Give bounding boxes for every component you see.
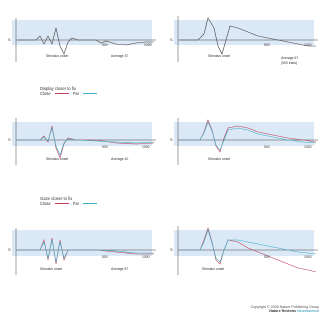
erp-trace [180, 17, 316, 55]
y-label: S [170, 137, 173, 142]
far-trace [18, 239, 154, 263]
erp-trace [18, 27, 154, 55]
close-swatch [54, 203, 69, 204]
close-trace [18, 125, 155, 159]
plot-band [12, 20, 152, 45]
erp-plot-f: S Stimulus onset 500 1000 [170, 226, 318, 275]
stimulus-onset-label: Stimulus onset [46, 157, 68, 161]
tick-1000: 1000 [304, 255, 312, 259]
y-label: S [8, 37, 11, 42]
erp-plot-c: S Stimulus onset Average 40 500 1000 [8, 118, 156, 165]
legend-title: Gaze closer to fix [40, 196, 73, 201]
far-swatch [83, 93, 97, 94]
tick-1000: 1000 [304, 145, 312, 149]
tick-1000: 1000 [144, 43, 152, 47]
tick-500: 500 [102, 145, 108, 149]
trials-label: (500 trials) [281, 61, 297, 65]
far-trace [18, 126, 155, 156]
y-label: S [8, 247, 11, 252]
plot-band [12, 122, 152, 146]
stimulus-onset-label: Stimulus onset [202, 267, 224, 271]
average-label: Average 67 [281, 56, 298, 60]
panel-e: S Stimulus onset Average 67 500 1000 [6, 220, 156, 285]
y-label: S [170, 247, 173, 252]
average-label: Average 67 [111, 267, 128, 271]
journal-name: Nature Reviews Neuroscience [251, 309, 319, 314]
close-trace [180, 119, 317, 153]
erp-plot-b: S Stimulus onset Average 67 (500 trials)… [170, 16, 318, 65]
panel-a: S Stimulus onset Average 37 500 1000 [6, 10, 156, 70]
tick-1000: 1000 [142, 145, 150, 149]
close-trace [180, 226, 317, 273]
plot-band [12, 230, 152, 256]
plot-band [174, 230, 314, 256]
tick-1000: 1000 [304, 43, 312, 47]
copyright: Copyright © 2006 Nature Publishing Group… [251, 305, 319, 314]
panel-f: S Stimulus onset 500 1000 [168, 220, 318, 285]
erp-plot-e: S Stimulus onset Average 67 500 1000 [8, 228, 156, 275]
tick-500: 500 [264, 255, 270, 259]
legend-close-label: Close [40, 201, 51, 206]
far-trace [180, 229, 317, 263]
y-label: S [170, 37, 173, 42]
erp-plot-d: S Stimulus onset 500 1000 [170, 118, 318, 165]
tick-500: 500 [264, 145, 270, 149]
stimulus-onset-label: Stimulus onset [46, 54, 68, 58]
tick-500: 500 [102, 43, 108, 47]
copyright-line: Copyright © 2006 Nature Publishing Group [250, 304, 319, 309]
tick-500: 500 [102, 255, 108, 259]
panel-d: S Stimulus onset 500 1000 [168, 110, 318, 175]
far-trace [180, 121, 317, 151]
panel-c: S Stimulus onset Average 40 500 1000 [6, 110, 156, 175]
stimulus-onset-label: Stimulus onset [208, 54, 230, 58]
journal-subtitle: Neuroscience [297, 309, 319, 314]
legend-display: Display closer to fix Close Far [40, 86, 97, 96]
journal-title: Nature Reviews [269, 309, 297, 314]
average-label: Average 40 [111, 157, 128, 161]
far-swatch [83, 203, 97, 204]
close-swatch [54, 93, 69, 94]
tick-500: 500 [264, 43, 270, 47]
y-label: S [8, 137, 11, 142]
legend-far-label: Far [72, 91, 79, 96]
tick-1000: 1000 [142, 255, 150, 259]
legend-title: Display closer to fix [40, 86, 77, 91]
stimulus-onset-label: Stimulus onset [40, 267, 62, 271]
plot-band [174, 122, 314, 146]
erp-plot-a: S Stimulus onset Average 37 500 1000 [8, 18, 156, 62]
plot-band [174, 20, 314, 45]
legend-gaze: Gaze closer to fix Close Far [40, 196, 97, 206]
legend-far-label: Far [72, 201, 79, 206]
panel-b: S Stimulus onset Average 67 (500 trials)… [168, 10, 318, 80]
average-label: Average 37 [111, 54, 128, 58]
stimulus-onset-label: Stimulus onset [208, 157, 230, 161]
legend-close-label: Close [40, 91, 51, 96]
